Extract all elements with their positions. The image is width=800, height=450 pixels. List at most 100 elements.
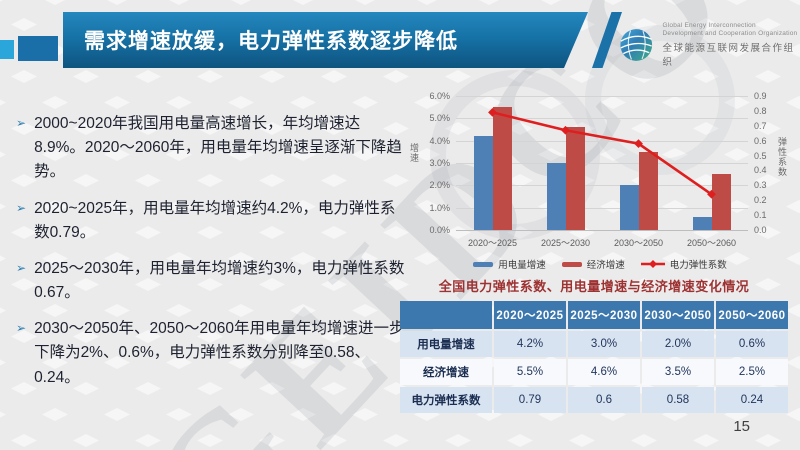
background-diamond [414,252,440,265]
background-diamond [42,148,68,161]
table-body: 用电量增速 4.2% 3.0% 2.0% 0.6% 经济增速 5.5% 4.6% 3.5% 2.5… [400,331,788,413]
right-axis-tick: 0.0 [754,225,767,235]
title-accent-light [0,40,14,59]
legend-swatch-经济增速 [561,261,582,267]
background-diamond [321,278,347,291]
background-diamond [73,226,99,239]
x-axis-category: 2020～2025 [467,238,518,248]
background-diamond [352,408,378,421]
background-diamond [321,70,347,83]
background-diamond [42,252,68,265]
background-diamond [445,278,471,291]
background-diamond [259,122,285,135]
legend-label: 经济增速 [586,260,625,271]
background-diamond [197,122,223,135]
background-diamond [166,0,192,5]
background-diamond [569,434,595,447]
line-marker-diamond [707,189,716,199]
background-diamond [197,434,223,447]
background-diamond [631,278,657,291]
background-diamond [0,252,6,265]
table-cell: 5.5% [494,359,566,385]
table-cell: 3.0% [568,331,640,357]
background-diamond [42,356,68,369]
chart-gridline [456,230,748,231]
right-axis-tick: 0.3 [754,180,767,191]
slide-title: 需求增速放缓，电力弹性系数逐步降低 [84,30,458,53]
bar-group [456,96,529,230]
logo-text: Global Energy Interconnection Developmen… [663,22,800,68]
table-cell: 0.6% [716,331,788,357]
background-diamond [0,304,6,317]
background-diamond [693,278,719,291]
line-marker-diamond [488,107,497,117]
background-diamond [414,200,440,213]
legend-label: 用电量增速 [498,260,546,271]
background-diamond [383,434,409,447]
table-column-header: 2030～2050 [642,301,714,329]
left-axis-tick: 4.0% [429,135,450,146]
legend-swatch-用电量增速 [473,261,494,267]
chart-gridline [456,118,748,120]
background-diamond [662,0,688,5]
background-diamond [445,226,471,239]
bar-用电量增速 [473,136,493,230]
bullet-text: 2020~2025年，用电量年均增速约4.2%，电力弹性系数0.79。 [34,199,396,241]
background-diamond [228,304,254,317]
table-cell: 0.58 [642,387,714,413]
right-axis-tick: 0.2 [754,195,767,206]
background-diamond [228,0,254,5]
background-diamond [383,122,409,135]
background-diamond [228,96,254,109]
background-diamond [166,200,192,213]
background-diamond [321,434,347,447]
background-diamond [197,226,223,239]
x-axis-category: 2030～2050 [613,238,664,248]
right-axis-tick: 0.6 [754,135,767,146]
background-diamond [166,252,192,265]
left-axis-tick: 1.0% [429,202,450,213]
background-diamond [755,226,781,239]
background-diamond [42,96,68,109]
background-diamond [631,434,657,447]
background-diamond [352,96,378,109]
background-diamond [135,382,161,395]
left-axis-tick: 0.0% [429,225,450,235]
background-diamond [73,174,99,187]
background-diamond [11,70,37,83]
background-diamond [135,174,161,187]
bullet-text: 2000~2020年我国用电量高速增长，年均增速达8.9%。2020～2060年… [34,115,402,181]
background-diamond [321,174,347,187]
bar-经济增速 [638,151,658,230]
background-diamond [321,330,347,343]
background-diamond [290,252,316,265]
background-diamond [228,408,254,421]
legend-item: 电力弹性系数 [640,257,727,271]
background-diamond [104,148,130,161]
background-diamond [507,434,533,447]
row-label: 经济增速 [400,359,492,385]
chart-gridline [456,140,748,142]
background-diamond [104,356,130,369]
background-diamond [104,200,130,213]
background-diamond [352,304,378,317]
background-diamond [166,408,192,421]
bar-group [675,96,748,230]
bullet-item: ➢ 2030～2050年、2050～2060年用电量年均增速进一步下降为2%、0.… [16,317,406,390]
bar-group [529,96,602,230]
background-diamond [290,0,316,5]
table-cell: 0.6 [568,387,640,413]
background-diamond [0,200,6,213]
background-diamond [786,0,800,5]
bar-经济增速 [711,174,731,230]
background-diamond [228,200,254,213]
background-diamond [724,0,750,5]
left-axis-tick: 2.0% [429,180,450,191]
background-diamond [0,0,6,5]
background-diamond [352,0,378,5]
row-label: 电力弹性系数 [400,387,492,413]
background-diamond [507,278,533,291]
background-diamond [259,226,285,239]
right-axis-tick: 0.8 [754,105,767,116]
table-row: 电力弹性系数 0.79 0.6 0.58 0.24 [400,387,788,413]
